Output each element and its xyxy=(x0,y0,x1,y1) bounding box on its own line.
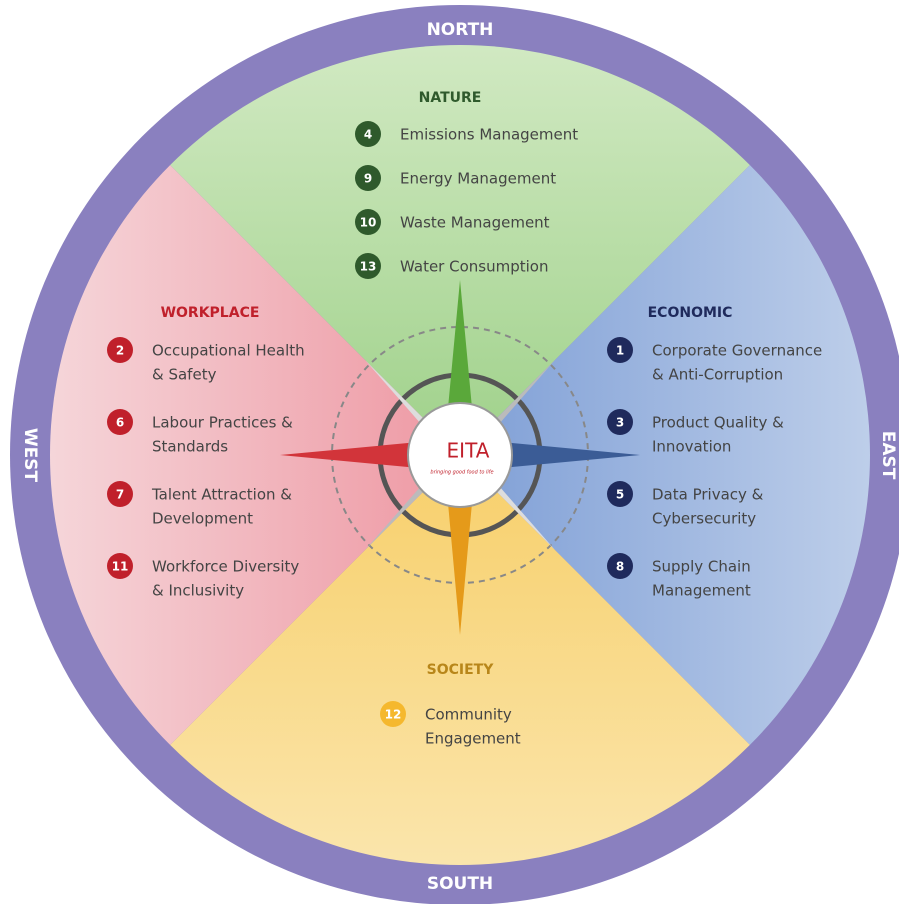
item-label: Supply Chain xyxy=(652,558,751,576)
item-label: & Safety xyxy=(152,366,217,384)
item-label: Community xyxy=(425,706,512,724)
item-label: Management xyxy=(652,582,751,600)
item-label: Innovation xyxy=(652,438,731,456)
logo-tagline: bringing good food to life xyxy=(430,470,493,476)
logo-name: EITA xyxy=(447,439,490,463)
north-label: NORTH xyxy=(427,20,494,40)
item-label: Product Quality & xyxy=(652,414,784,432)
item-number: 6 xyxy=(116,416,124,430)
item-label: Development xyxy=(152,510,253,528)
item-label: Cybersecurity xyxy=(652,510,756,528)
item-label: Emissions Management xyxy=(400,126,578,144)
west-label: WEST xyxy=(20,428,40,483)
south-label: SOUTH xyxy=(427,874,493,894)
quadrant-title: SOCIETY xyxy=(427,662,495,678)
item-number: 2 xyxy=(116,344,124,358)
item-label: Energy Management xyxy=(400,170,556,188)
item-label: Standards xyxy=(152,438,228,456)
compass-diagram: NORTH SOUTH WEST EAST EITA bringing good… xyxy=(0,0,899,904)
item-label: & Anti-Corruption xyxy=(652,366,783,384)
item-number: 11 xyxy=(112,560,129,574)
quadrant-title: WORKPLACE xyxy=(161,305,260,321)
item-number: 12 xyxy=(385,708,402,722)
item-label: Workforce Diversity xyxy=(152,558,299,576)
item-label: & Inclusivity xyxy=(152,582,244,600)
item-number: 3 xyxy=(616,416,624,430)
east-label: EAST xyxy=(878,431,898,480)
item-number: 1 xyxy=(616,344,624,358)
item-label: Corporate Governance xyxy=(652,342,822,360)
item-number: 8 xyxy=(616,560,624,574)
quadrant-title: NATURE xyxy=(419,90,482,106)
item-label: Waste Management xyxy=(400,214,550,232)
item-number: 4 xyxy=(364,128,372,142)
item-number: 10 xyxy=(360,216,377,230)
item-label: Data Privacy & xyxy=(652,486,764,504)
item-label: Labour Practices & xyxy=(152,414,293,432)
item-label: Talent Attraction & xyxy=(151,486,292,504)
item-label: Engagement xyxy=(425,730,521,748)
item-label: Occupational Health xyxy=(152,342,305,360)
quadrant-title: ECONOMIC xyxy=(648,305,733,321)
item-number: 7 xyxy=(116,488,124,502)
item-number: 9 xyxy=(364,172,372,186)
item-label: Water Consumption xyxy=(400,258,548,276)
item-number: 5 xyxy=(616,488,624,502)
item-number: 13 xyxy=(360,260,377,274)
